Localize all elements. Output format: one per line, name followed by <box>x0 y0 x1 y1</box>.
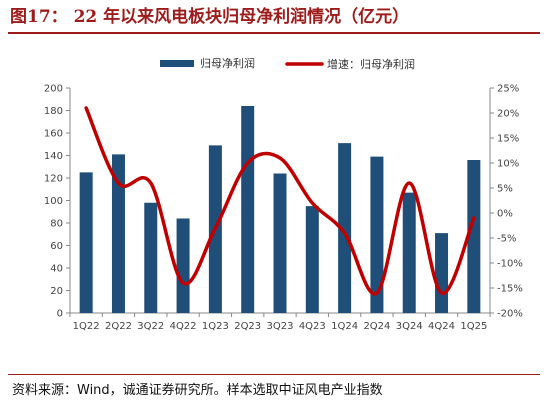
right-tick-label: 10% <box>497 159 519 170</box>
bar <box>305 206 319 313</box>
title-rule <box>8 32 540 34</box>
left-tick-label: 120 <box>44 174 63 185</box>
right-tick-label: 20% <box>497 109 519 120</box>
x-tick-label: 4Q22 <box>170 321 197 332</box>
right-tick-label: -20% <box>497 309 523 320</box>
bar <box>79 172 93 313</box>
left-tick-label: 140 <box>44 151 63 162</box>
left-axis-tick-labels: 0 20 40 60 80 100 120 140 160 180 200 <box>44 84 63 320</box>
x-tick-label: 2Q24 <box>363 321 390 332</box>
x-tick-labels: 1Q22 2Q22 3Q22 4Q22 1Q23 2Q23 3Q23 4Q23 1Q24 2Q24… <box>73 321 488 332</box>
bar <box>273 173 287 313</box>
chart: 归母净利润 增速：归母净利润 1Q22 2Q22 3Q22 4Q22 1Q23 2Q23 3Q… <box>44 56 523 332</box>
x-tick-label: 1Q25 <box>460 321 487 332</box>
bar <box>370 156 384 313</box>
bar <box>467 160 481 313</box>
left-tick-label: 40 <box>50 264 63 275</box>
x-tick-label: 1Q23 <box>202 321 229 332</box>
source-note: 资料来源：Wind，诚通证券研究所。样本选取中证风电产业指数 <box>12 383 383 398</box>
right-tick-label: 5% <box>497 184 513 195</box>
x-tick-label: 3Q24 <box>396 321 423 332</box>
left-tick-label: 100 <box>44 196 63 207</box>
figure-title: 图17： 22 年以来风电板块归母净利润情况（亿元） <box>10 7 410 27</box>
x-tick-label: 1Q22 <box>73 321 100 332</box>
x-tick-label: 3Q22 <box>137 321 164 332</box>
bar <box>176 218 190 313</box>
x-tick-label: 1Q24 <box>331 321 358 332</box>
right-tick-label: 15% <box>497 134 519 145</box>
x-tick-label: 4Q23 <box>299 321 326 332</box>
right-axis-tick-labels: -20% -15% -10% -5% 0% 5% 10% 15% 20% 25% <box>497 84 523 320</box>
right-tick-label: 0% <box>497 209 513 220</box>
bar <box>111 154 125 313</box>
left-tick-label: 20 <box>50 286 63 297</box>
legend: 归母净利润 增速：归母净利润 <box>160 56 415 71</box>
growth-line-path <box>84 106 476 296</box>
growth-line <box>84 106 476 296</box>
right-tick-label: -5% <box>497 234 516 245</box>
left-tick-label: 180 <box>44 106 63 117</box>
bottom-rule <box>8 374 540 375</box>
left-tick-label: 160 <box>44 129 63 140</box>
x-tick-label: 4Q24 <box>428 321 455 332</box>
legend-swatch-bars <box>160 60 194 67</box>
left-tick-label: 60 <box>50 241 63 252</box>
bar <box>241 106 255 313</box>
right-tick-label: 25% <box>497 84 519 95</box>
x-tick-label: 3Q23 <box>267 321 294 332</box>
right-tick-label: -15% <box>497 284 523 295</box>
bar <box>435 233 449 313</box>
legend-label-bars: 归母净利润 <box>200 56 255 70</box>
bar <box>402 192 416 313</box>
bar <box>144 202 158 313</box>
x-tick-label: 2Q23 <box>234 321 261 332</box>
left-tick-label: 0 <box>57 309 63 320</box>
bar <box>338 143 352 313</box>
left-tick-label: 80 <box>50 219 63 230</box>
x-tick-label: 2Q22 <box>105 321 132 332</box>
left-tick-label: 200 <box>44 84 63 95</box>
right-tick-label: -10% <box>497 259 523 270</box>
legend-label-line: 增速：归母净利润 <box>327 57 415 71</box>
